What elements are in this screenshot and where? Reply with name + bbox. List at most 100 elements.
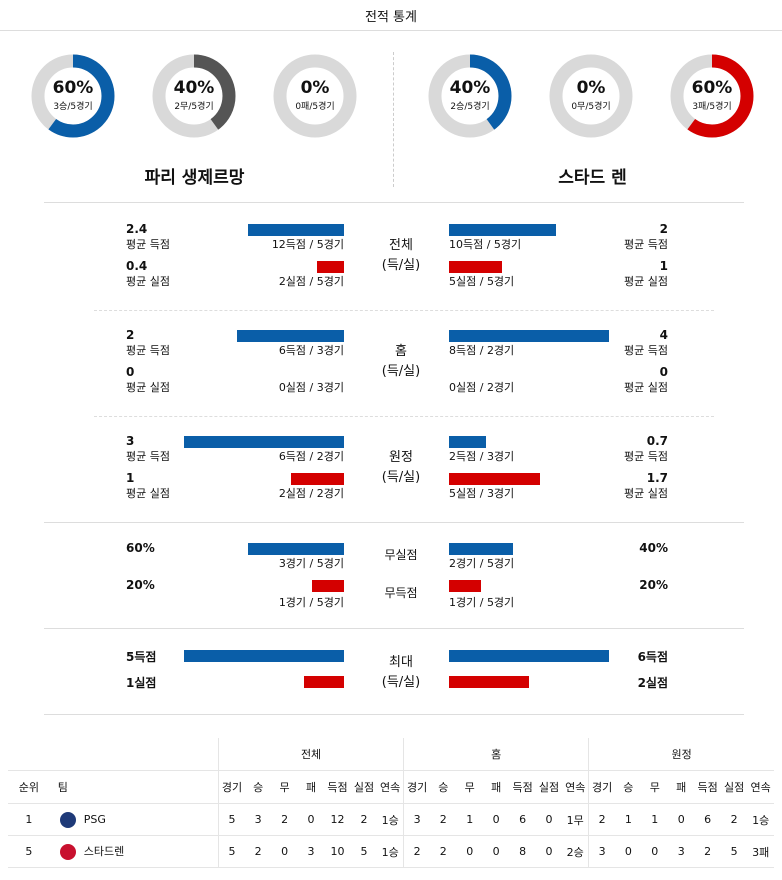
group-header-away: 원정 — [588, 738, 774, 771]
divider — [94, 416, 714, 417]
donut-chart: 60% 3승/5경기 — [31, 54, 115, 138]
team-cell[interactable]: PSG — [49, 803, 219, 836]
away-avg-goals-for-label: 평균 득점 — [624, 450, 668, 463]
home-failed-to-score-detail: 1경기 / 5경기 — [278, 596, 344, 609]
failed-to-score-label: 무득점 — [384, 586, 418, 600]
stat-cell-home: 0 — [535, 835, 563, 868]
column-header-away: 경기 — [588, 770, 616, 804]
divider — [94, 310, 714, 311]
home-clean-sheet-value: 60% — [126, 541, 155, 555]
table-row[interactable]: 5 스타드렌 5 2 0 3 10 5 1승 2 2 0 0 8 0 2승 3 0 0 3 2 5 3패 — [8, 835, 774, 868]
section-label: 원정 (득/실) — [361, 448, 441, 488]
away-team-name: 스타드 렌 — [558, 168, 627, 188]
away-clean-sheet-value: 40% — [639, 541, 668, 555]
stat-cell-home: 8 — [509, 835, 536, 868]
home-avg-goals-for-label: 평균 득점 — [126, 450, 170, 463]
away-failed-to-score-value: 20% — [639, 578, 668, 592]
stat-cell-all: 0 — [271, 835, 298, 868]
away-goals-for-detail: 2득점 / 3경기 — [449, 450, 515, 463]
away-failed-to-score-bar — [449, 580, 481, 592]
divider — [44, 628, 744, 629]
group-header-home: 홈 — [403, 738, 589, 771]
home-avg-goals-for-value: 2 — [126, 328, 135, 342]
stat-cell-away: 1 — [615, 803, 642, 836]
donut-fill — [428, 54, 512, 138]
away-avg-goals-against-label: 평균 실점 — [624, 381, 668, 394]
stat-cell-home: 3 — [403, 803, 431, 836]
divider — [44, 522, 744, 523]
donut-ring — [428, 54, 512, 138]
donut-percent: 40% — [449, 78, 491, 98]
away-avg-goals-against-value: 0 — [659, 365, 668, 379]
away-avg-goals-for-value: 4 — [659, 328, 668, 342]
donut-caption: 3패/5경기 — [692, 102, 732, 112]
rank-cell: 1 — [8, 803, 50, 836]
home-avg-goals-for-value: 3 — [126, 434, 135, 448]
stat-cell-home: 6 — [509, 803, 536, 836]
stat-cell-away: 3 — [588, 835, 616, 868]
away-avg-goals-for-value: 2 — [659, 222, 668, 236]
section-label-line: (득/실) — [381, 364, 421, 379]
home-max-goals-against-bar — [304, 676, 344, 688]
stat-cell-all: 2 — [350, 803, 378, 836]
stat-cell-all: 3 — [244, 803, 272, 836]
home-team-name: 파리 생제르망 — [144, 168, 245, 188]
stat-cell-away: 6 — [694, 803, 721, 836]
stat-cell-all: 1승 — [377, 835, 404, 868]
divider — [44, 714, 744, 715]
stat-cell-home: 0 — [482, 803, 510, 836]
away-avg-goals-for-label: 평균 득점 — [624, 344, 668, 357]
stat-cell-home: 0 — [482, 835, 510, 868]
stat-cell-away: 2 — [694, 835, 721, 868]
donut-percent: 40% — [173, 78, 215, 98]
home-clean-sheet-detail: 3경기 / 5경기 — [278, 557, 344, 570]
max-label: 최대 (득/실) — [361, 653, 441, 693]
home-avg-goals-against-value: 0.4 — [126, 259, 148, 273]
away-goals-for-bar — [449, 436, 486, 448]
donut-caption: 3승/5경기 — [53, 102, 93, 112]
section-label-line: 홈 — [395, 344, 407, 359]
section-label-line: (득/실) — [381, 258, 421, 273]
home-goals-against-detail: 0실점 / 3경기 — [278, 381, 344, 394]
column-header-row: 순위 팀 경기 승 무 패 득점 실점 연속 경기 승 무 패 득점 실점 연속 경기 승 무 패 득점 실점 연속 — [8, 770, 774, 804]
donut-ring — [273, 54, 357, 138]
home-avg-goals-against-label: 평균 실점 — [126, 487, 170, 500]
column-header-all: 득점 — [324, 770, 351, 804]
donut-fill — [670, 54, 754, 138]
stat-cell-all: 5 — [350, 835, 378, 868]
donut-caption: 0패/5경기 — [295, 102, 335, 112]
rank-header: 순위 — [8, 770, 50, 804]
away-failed-to-score-detail: 1경기 / 5경기 — [449, 596, 515, 609]
team-logo-icon — [59, 811, 76, 828]
home-failed-to-score-bar — [312, 580, 344, 592]
column-header-home: 득점 — [509, 770, 536, 804]
page-title: 전적 통계 — [365, 10, 417, 25]
home-avg-goals-against-value: 0 — [126, 365, 135, 379]
column-header-home: 패 — [482, 770, 510, 804]
away-avg-goals-against-label: 평균 실점 — [624, 487, 668, 500]
donut-percent: 60% — [52, 78, 94, 98]
home-goals-for-bar — [248, 224, 344, 236]
table-row[interactable]: 1 PSG 5 3 2 0 12 2 1승 3 2 1 0 6 0 1무 2 1 1 0 6 2 1승 — [8, 803, 774, 836]
donut-chart: 40% 2무/5경기 — [152, 54, 236, 138]
home-goals-against-detail: 2실점 / 2경기 — [278, 487, 344, 500]
center-divider — [393, 52, 394, 187]
rank-cell: 5 — [8, 835, 50, 868]
column-header-away: 연속 — [747, 770, 774, 804]
donut-fill — [31, 54, 115, 138]
stat-cell-away: 3 — [667, 835, 695, 868]
home-max-goals-for-bar — [184, 650, 344, 662]
donut-track — [549, 54, 633, 138]
stat-cell-away: 0 — [641, 835, 668, 868]
stat-cell-away: 0 — [615, 835, 642, 868]
away-avg-goals-for-label: 평균 득점 — [624, 238, 668, 251]
home-goals-for-bar — [237, 330, 344, 342]
away-avg-goals-against-value: 1.7 — [646, 471, 668, 485]
away-goals-for-bar — [449, 224, 556, 236]
team-cell[interactable]: 스타드렌 — [49, 835, 219, 868]
column-header-all: 연속 — [377, 770, 404, 804]
home-avg-goals-against-label: 평균 실점 — [126, 275, 170, 288]
home-avg-goals-for-label: 평균 득점 — [126, 238, 170, 251]
away-goals-against-detail: 5실점 / 5경기 — [449, 275, 515, 288]
stat-cell-all: 10 — [324, 835, 351, 868]
